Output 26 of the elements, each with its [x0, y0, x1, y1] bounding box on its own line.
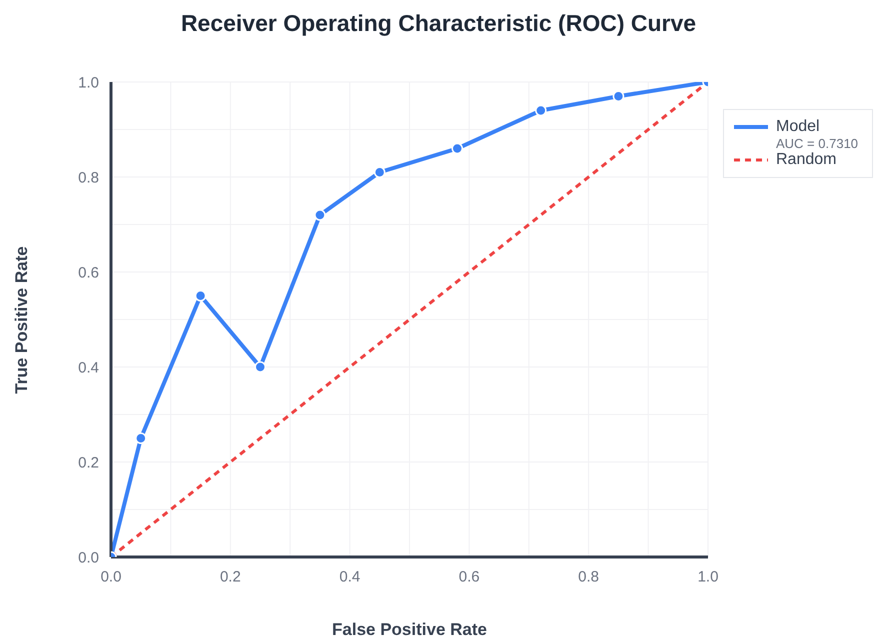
- point: [194, 290, 206, 302]
- point: [535, 104, 547, 116]
- text: AUC = 0.7310: [776, 136, 860, 151]
- x-tick-label: 0.8: [578, 568, 600, 586]
- point: [314, 209, 326, 221]
- y-tick-label: 1.0: [78, 74, 99, 92]
- point: [135, 432, 147, 444]
- x-axis-title: False Positive Rate: [331, 620, 488, 640]
- y-tick-label: 0.6: [78, 264, 99, 282]
- x-tick-label: 0.0: [100, 568, 122, 586]
- point: [612, 90, 624, 102]
- x-tick-label: 0.6: [458, 568, 480, 586]
- y-tick-label: 0.2: [78, 454, 99, 472]
- legend-label: Model: [776, 118, 820, 136]
- y-tick-label: 0.0: [78, 549, 99, 566]
- point: [452, 142, 464, 154]
- y-tick-label: 0.4: [78, 359, 99, 376]
- x-tick-label: 0.4: [339, 568, 360, 586]
- point: [254, 361, 266, 373]
- legend-label: Random: [776, 151, 836, 169]
- y-axis-title: True Positive Rate: [12, 246, 32, 394]
- x-tick-label: 0.2: [220, 568, 241, 586]
- x-tick-label: 1.0: [698, 568, 718, 586]
- point: [374, 166, 386, 178]
- chart-title: Receiver Operating Characteristic (ROC) Curve: [180, 10, 698, 37]
- y-tick-label: 0.8: [78, 169, 99, 186]
